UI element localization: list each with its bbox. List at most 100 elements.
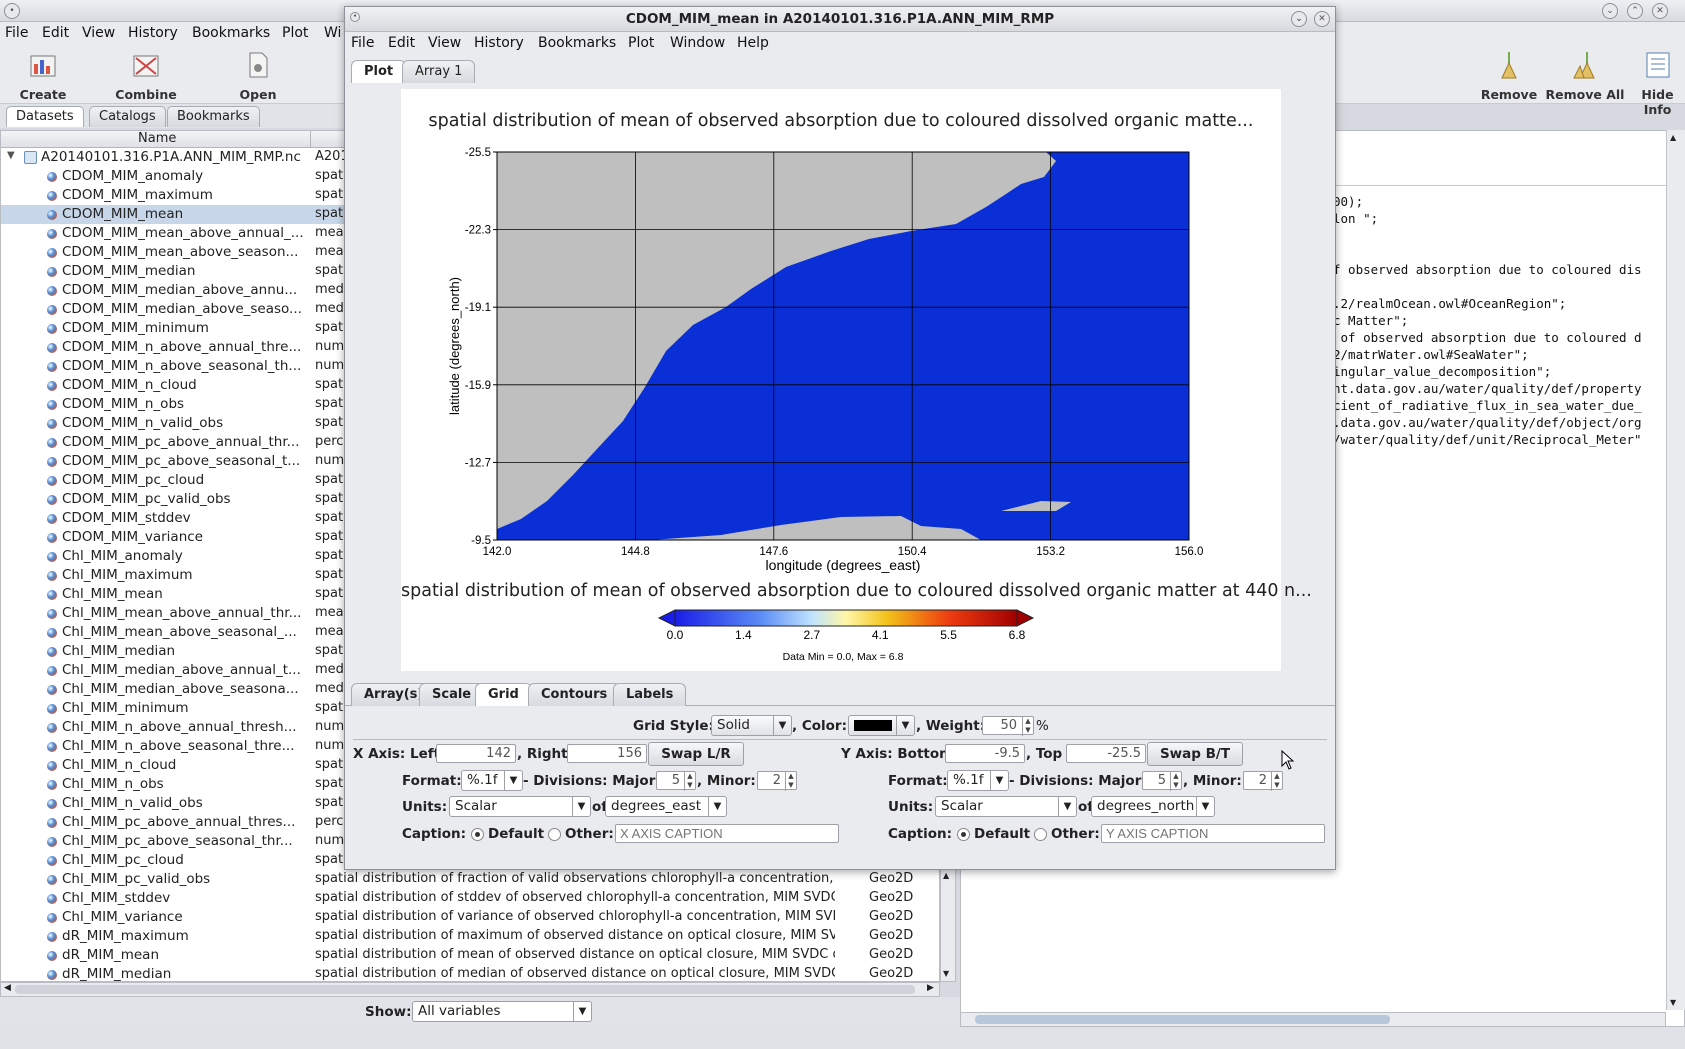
menu-file[interactable]: File bbox=[5, 25, 29, 41]
close-icon[interactable]: ✕ bbox=[1314, 11, 1330, 27]
variable-row[interactable]: CDOM_MIM_n_above_seasonal_th... numb bbox=[1, 357, 939, 376]
menu-history[interactable]: History bbox=[474, 35, 524, 51]
tab-scale[interactable]: Scale bbox=[419, 683, 485, 706]
variable-row[interactable]: Chl_MIM_mean spati bbox=[1, 585, 939, 604]
variable-row[interactable]: Chl_MIM_minimum spati bbox=[1, 699, 939, 718]
tab-arrays[interactable]: Array(s) bbox=[351, 683, 437, 706]
hide-info-button[interactable]: Hide Info bbox=[1630, 50, 1685, 117]
variable-row[interactable]: CDOM_MIM_n_cloud spati bbox=[1, 376, 939, 395]
column-divider[interactable] bbox=[310, 131, 311, 148]
info-vertical-scrollbar[interactable]: ▲ ▼ bbox=[1666, 130, 1685, 1010]
y-top-field[interactable]: -25.5 bbox=[1066, 744, 1146, 763]
grid-weight-field[interactable]: 50 ▲ ▼ bbox=[982, 716, 1034, 736]
variable-row[interactable]: CDOM_MIM_pc_valid_obs spati bbox=[1, 490, 939, 509]
window-menu-icon[interactable]: • bbox=[350, 12, 360, 22]
name-column-header[interactable]: Name bbox=[138, 131, 177, 146]
spinner-icon[interactable]: ▲ ▼ bbox=[684, 772, 695, 791]
info-horizontal-scrollbar[interactable] bbox=[960, 1012, 1666, 1027]
variable-row[interactable]: dR_MIM_median spatial distribution of med… bbox=[1, 965, 939, 981]
menu-view[interactable]: View bbox=[82, 25, 116, 41]
tree-vertical-scrollbar[interactable]: ▲ ▼ bbox=[940, 868, 956, 982]
variable-row[interactable]: CDOM_MIM_median spati bbox=[1, 262, 939, 281]
minimize-icon[interactable]: ⌄ bbox=[1602, 3, 1618, 19]
variable-row[interactable]: Chl_MIM_n_above_annual_thresh... numb bbox=[1, 718, 939, 737]
variable-row[interactable]: CDOM_MIM_stddev spati bbox=[1, 509, 939, 528]
y-units-of-select[interactable]: degrees_north ▼ bbox=[1091, 796, 1215, 817]
remove-all-button[interactable]: Remove All bbox=[1542, 50, 1628, 102]
window-menu-icon[interactable]: • bbox=[4, 3, 20, 19]
map-plot[interactable]: 142.0 144.8 147.6 150.4 153.2 156.0 -25.5 -22.… bbox=[401, 89, 1281, 671]
menu-window[interactable]: Window bbox=[670, 35, 726, 51]
menu-plot[interactable]: Plot bbox=[628, 35, 655, 51]
variable-row[interactable]: dR_MIM_mean spatial distribution of mean … bbox=[1, 946, 939, 965]
swap-bt-button[interactable]: Swap B/T bbox=[1147, 742, 1243, 766]
dialog-titlebar[interactable]: CDOM_MIM_mean in A20140101.316.P1A.ANN_M… bbox=[345, 7, 1335, 32]
y-caption-default-radio[interactable] bbox=[957, 828, 970, 841]
variable-row[interactable]: CDOM_MIM_pc_above_seasonal_t... numb bbox=[1, 452, 939, 471]
y-caption-other-radio[interactable] bbox=[1034, 828, 1047, 841]
variable-row[interactable]: CDOM_MIM_n_above_annual_thre... numb bbox=[1, 338, 939, 357]
grid-style-select[interactable]: Solid ▼ bbox=[711, 715, 792, 736]
expand-arrow-icon[interactable]: ▼ bbox=[7, 150, 15, 161]
hscroll-thumb[interactable] bbox=[15, 985, 915, 994]
show-select[interactable]: All variables ▼ bbox=[412, 1001, 592, 1022]
variable-row[interactable]: Chl_MIM_n_valid_obs spati bbox=[1, 794, 939, 813]
variable-row[interactable]: Chl_MIM_anomaly spati bbox=[1, 547, 939, 566]
variable-row[interactable]: Chl_MIM_pc_above_annual_thres... perce bbox=[1, 813, 939, 832]
variable-row[interactable]: CDOM_MIM_pc_above_annual_thr... perce bbox=[1, 433, 939, 452]
spinner-icon[interactable]: ▲ ▼ bbox=[1170, 772, 1181, 791]
tab-grid[interactable]: Grid bbox=[475, 683, 532, 706]
scroll-up-icon[interactable]: ▲ bbox=[943, 871, 950, 880]
variable-row[interactable]: CDOM_MIM_n_valid_obs spati bbox=[1, 414, 939, 433]
x-units-select[interactable]: Scalar ▼ bbox=[449, 796, 591, 817]
x-units-of-select[interactable]: degrees_east ▼ bbox=[605, 796, 727, 817]
spinner-icon[interactable]: ▲ ▼ bbox=[1271, 772, 1282, 791]
variable-row[interactable]: CDOM_MIM_anomaly spati bbox=[1, 167, 939, 186]
variable-row[interactable]: Chl_MIM_median spati bbox=[1, 642, 939, 661]
menu-bookmarks[interactable]: Bookmarks bbox=[192, 25, 271, 41]
remove-button[interactable]: Remove bbox=[1480, 50, 1538, 102]
variable-row[interactable]: CDOM_MIM_n_obs spati bbox=[1, 395, 939, 414]
menu-history[interactable]: History bbox=[128, 25, 178, 41]
tab-datasets[interactable]: Datasets bbox=[6, 106, 84, 127]
x-format-select[interactable]: %.1f ▼ bbox=[461, 770, 523, 791]
x-major-field[interactable]: 5 ▲ ▼ bbox=[656, 771, 696, 791]
spinner-icon[interactable]: ▲ ▼ bbox=[785, 772, 796, 791]
variable-row[interactable]: Chl_MIM_median_above_annual_t... medi bbox=[1, 661, 939, 680]
variable-row[interactable]: CDOM_MIM_mean_above_season... mear bbox=[1, 243, 939, 262]
y-major-field[interactable]: 5 ▲ ▼ bbox=[1142, 771, 1182, 791]
tab-bookmarks[interactable]: Bookmarks bbox=[167, 106, 260, 127]
tab-contours[interactable]: Contours bbox=[528, 683, 621, 706]
variable-row[interactable]: Chl_MIM_mean_above_seasonal_... mear bbox=[1, 623, 939, 642]
menu-plot[interactable]: Plot bbox=[282, 25, 309, 41]
dataset-root-row[interactable]: ▼ A20140101.316.P1A.ANN_MIM_RMP.nc A201 bbox=[1, 148, 939, 167]
y-bottom-field[interactable]: -9.5 bbox=[945, 744, 1025, 763]
menu-edit[interactable]: Edit bbox=[42, 25, 70, 41]
x-caption-default-radio[interactable] bbox=[471, 828, 484, 841]
tab-catalogs[interactable]: Catalogs bbox=[89, 106, 166, 127]
variable-row[interactable]: CDOM_MIM_median_above_seaso... medi bbox=[1, 300, 939, 319]
y-minor-field[interactable]: 2 ▲ ▼ bbox=[1243, 771, 1283, 791]
x-left-field[interactable]: 142 bbox=[436, 744, 516, 763]
y-caption-input[interactable] bbox=[1101, 824, 1325, 843]
scroll-down-icon[interactable]: ▼ bbox=[1670, 998, 1677, 1007]
menu-window[interactable]: Wi bbox=[324, 25, 342, 41]
variable-row[interactable]: Chl_MIM_mean_above_annual_thr... mear bbox=[1, 604, 939, 623]
scroll-right-icon[interactable]: ▶ bbox=[927, 983, 934, 993]
close-icon[interactable]: ✕ bbox=[1652, 3, 1668, 19]
menu-view[interactable]: View bbox=[428, 35, 462, 51]
scroll-down-icon[interactable]: ▼ bbox=[943, 969, 950, 978]
variable-row[interactable]: dR_MIM_maximum spatial distribution of ma… bbox=[1, 927, 939, 946]
grid-color-select[interactable]: ▼ bbox=[848, 715, 915, 736]
variable-row[interactable]: Chl_MIM_n_cloud spati bbox=[1, 756, 939, 775]
variable-row[interactable]: CDOM_MIM_variance spati bbox=[1, 528, 939, 547]
variable-row[interactable]: Chl_MIM_pc_above_seasonal_thr... numb bbox=[1, 832, 939, 851]
variable-row[interactable]: Chl_MIM_median_above_seasona... medi bbox=[1, 680, 939, 699]
swap-lr-button[interactable]: Swap L/R bbox=[648, 742, 744, 766]
tree-horizontal-scrollbar[interactable]: ◀ ▶ bbox=[0, 982, 940, 997]
y-units-select[interactable]: Scalar ▼ bbox=[935, 796, 1077, 817]
tab-labels[interactable]: Labels bbox=[613, 683, 687, 706]
menu-edit[interactable]: Edit bbox=[388, 35, 416, 51]
variable-row[interactable]: Chl_MIM_pc_valid_obs spatial distribution… bbox=[1, 870, 939, 889]
variable-row[interactable]: CDOM_MIM_pc_cloud spati bbox=[1, 471, 939, 490]
